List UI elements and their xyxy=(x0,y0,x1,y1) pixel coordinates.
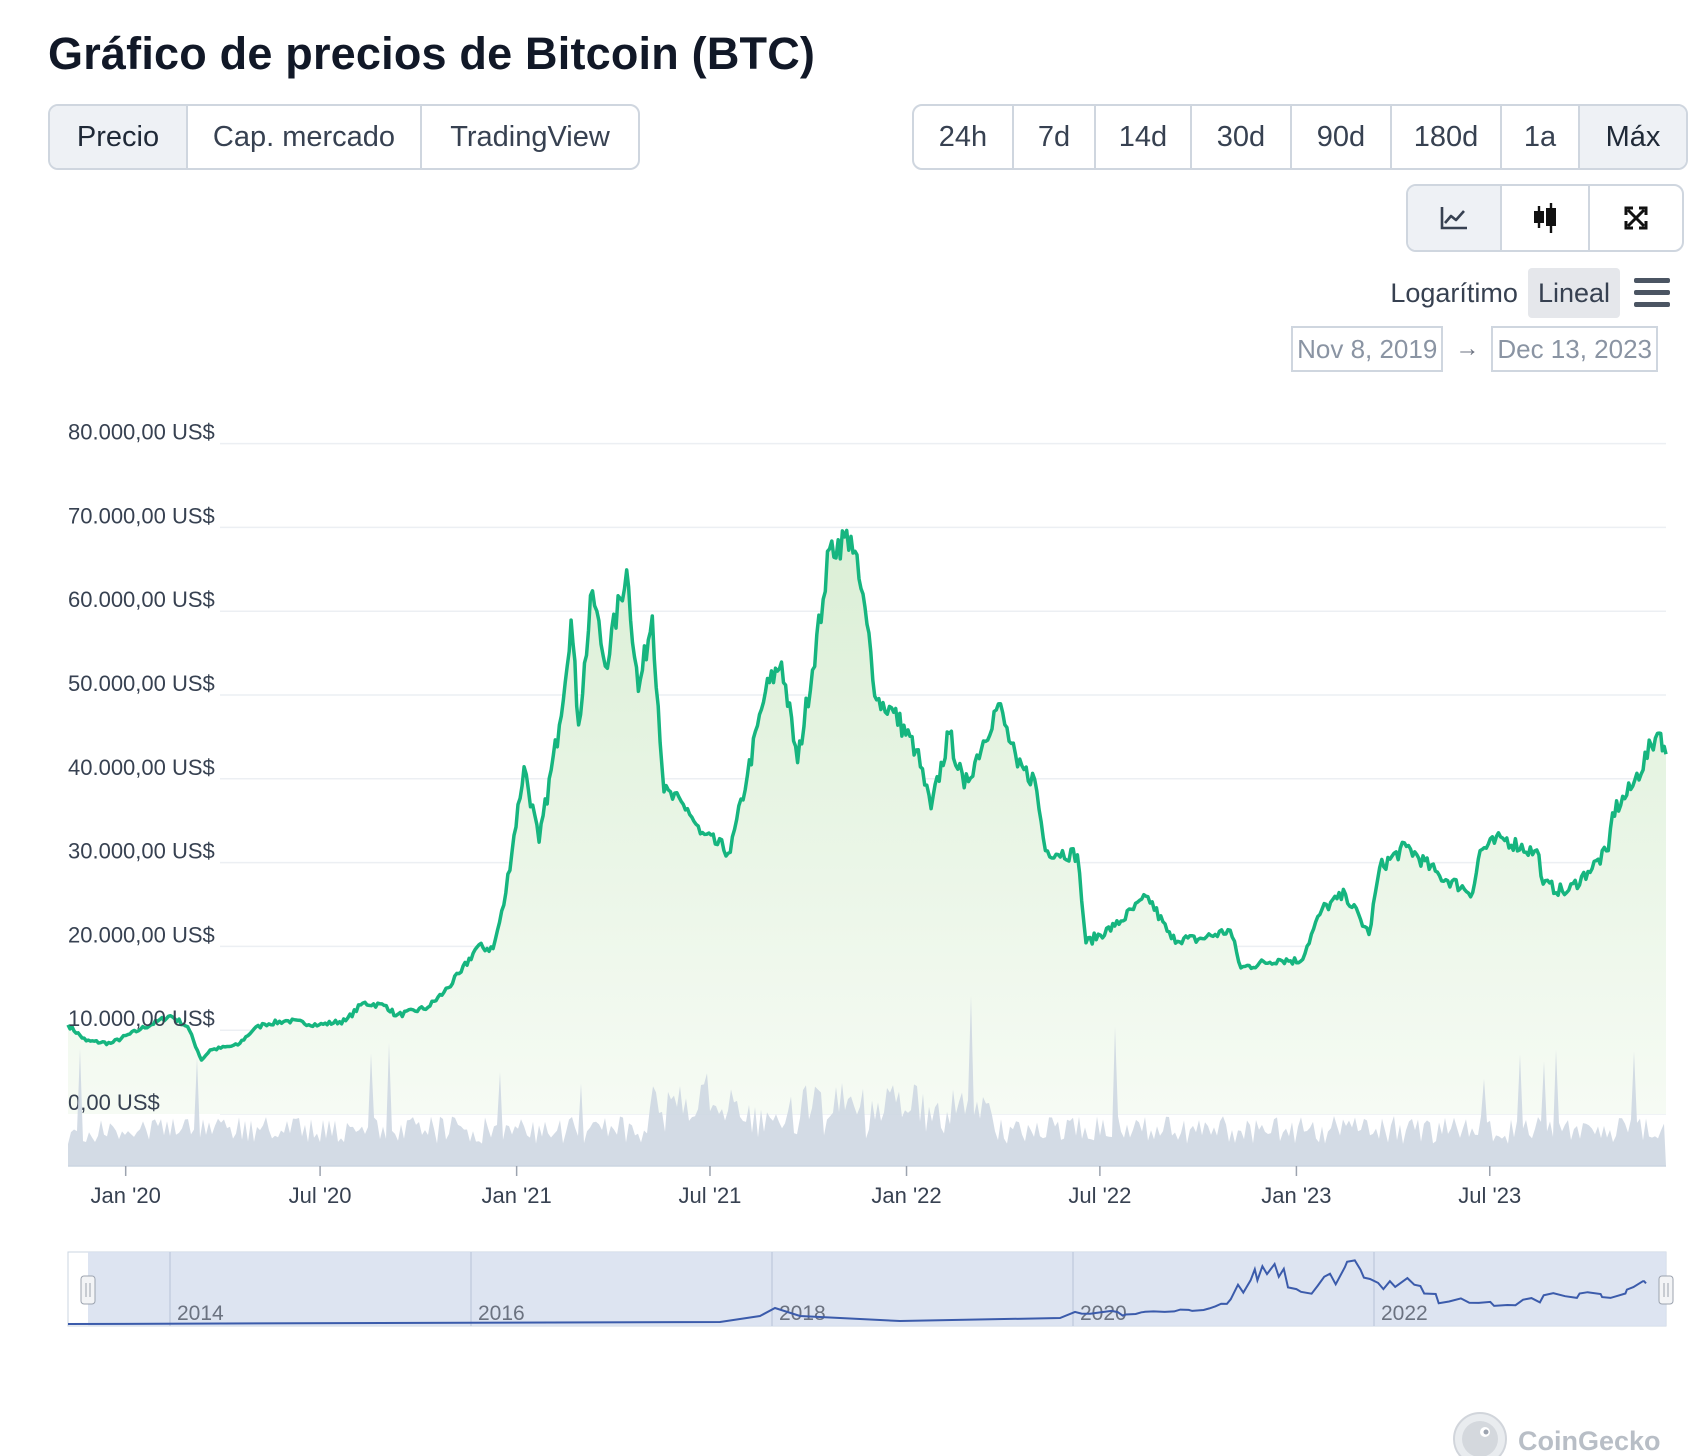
tab-cap-mercado[interactable]: Cap. mercado xyxy=(188,106,422,168)
y-axis-labels: 0,00 US$ 10.000,00 US$ 20.000,00 US$ 30.000… xyxy=(68,420,215,1115)
tab-tradingview[interactable]: TradingView xyxy=(450,120,610,153)
handle-body xyxy=(80,1275,96,1305)
x-tick-label: Jan '21 xyxy=(482,1183,552,1208)
expand-icon xyxy=(1624,206,1648,230)
y-tick-label: 40.000,00 US$ xyxy=(68,755,215,780)
range-7d-button[interactable]: 7d xyxy=(1014,106,1096,168)
range-90d-button[interactable]: 90d xyxy=(1292,106,1392,168)
x-tick-label: Jan '23 xyxy=(1261,1183,1331,1208)
candlestick-icon xyxy=(1534,203,1556,233)
x-tick-label: Jul '21 xyxy=(679,1183,742,1208)
date-arrow: → xyxy=(1455,335,1480,362)
view-tab-group: Precio Cap. mercado TradingView xyxy=(48,104,640,170)
navigator-year-label: 2020 xyxy=(1080,1302,1127,1325)
date-from-input[interactable]: Nov 8, 2019 xyxy=(1291,326,1444,372)
x-tick-label: Jan '22 xyxy=(871,1183,941,1208)
navigator-selection xyxy=(88,1252,1666,1326)
y-tick-label: 20.000,00 US$ xyxy=(68,922,215,947)
y-tick-label: 60.000,00 US$ xyxy=(68,587,215,612)
menu-icon[interactable] xyxy=(1634,278,1670,308)
line-chart-icon xyxy=(1440,207,1467,230)
price-chart: 0,00 US$ 10.000,00 US$ 20.000,00 US$ 30.000… xyxy=(66,420,1674,1456)
x-tick-label: Jul '20 xyxy=(289,1183,352,1208)
page-title: Gráfico de precios de Bitcoin (BTC) xyxy=(48,28,816,79)
tab-precio[interactable]: Precio xyxy=(50,106,188,168)
range-180d-button[interactable]: 180d xyxy=(1392,106,1502,168)
price-area-fill xyxy=(68,530,1666,1114)
handle-body xyxy=(1658,1275,1674,1305)
watermark-text: CoinGecko xyxy=(1518,1426,1661,1456)
candlestick-button[interactable] xyxy=(1502,186,1590,250)
coingecko-watermark: CoinGecko xyxy=(1453,1412,1661,1456)
linear-scale-button[interactable]: Lineal xyxy=(1527,268,1620,318)
x-axis: Jan '20 Jul '20 Jan '21 Jul '21 Jan '22 Jul '… xyxy=(68,1165,1666,1208)
x-tick-label: Jan '20 xyxy=(91,1183,161,1208)
navigator[interactable]: 2014 2016 2018 2020 2022 xyxy=(67,1251,1674,1327)
range-30d-button[interactable]: 30d xyxy=(1192,106,1292,168)
y-tick-label: 30.000,00 US$ xyxy=(68,839,215,864)
navigator-year-label: 2014 xyxy=(177,1302,224,1325)
range-24h-button[interactable]: 24h xyxy=(914,106,1014,168)
navigator-year-label: 2018 xyxy=(779,1302,826,1325)
navigator-line xyxy=(67,1259,1647,1325)
date-range-picker: Nov 8, 2019 → Dec 13, 2023 xyxy=(1291,326,1658,372)
volume-area xyxy=(68,995,1666,1166)
y-tick-label: 0,00 US$ xyxy=(68,1090,160,1115)
range-14d-button[interactable]: 14d xyxy=(1096,106,1192,168)
range-1a-button[interactable]: 1a xyxy=(1502,106,1580,168)
range-max-button[interactable]: Máx xyxy=(1580,106,1686,168)
y-tick-label: 70.000,00 US$ xyxy=(68,503,215,528)
expand-button[interactable] xyxy=(1590,186,1682,250)
x-tick-label: Jul '23 xyxy=(1458,1183,1521,1208)
y-tick-label: 50.000,00 US$ xyxy=(68,671,215,696)
volume-bars xyxy=(68,995,1666,1166)
y-tick-label: 10.000,00 US$ xyxy=(68,1006,215,1031)
y-tick-label: 80.000,00 US$ xyxy=(68,420,215,445)
scale-selector: Logarítimo Lineal xyxy=(1380,268,1670,318)
price-line xyxy=(66,528,1668,1062)
price-area xyxy=(66,528,1668,1114)
date-to-input[interactable]: Dec 13, 2023 xyxy=(1491,326,1658,372)
log-scale-button[interactable]: Logarítimo xyxy=(1390,277,1518,308)
range-tab-group: 24h 7d 14d 30d 90d 180d 1a Máx xyxy=(912,104,1688,170)
x-tick-label: Jul '22 xyxy=(1068,1183,1131,1208)
navigator-year-label: 2022 xyxy=(1381,1302,1428,1325)
navigator-year-label: 2016 xyxy=(478,1302,525,1325)
navigator-right-handle[interactable] xyxy=(1658,1275,1674,1305)
line-chart-button[interactable] xyxy=(1408,186,1502,250)
navigator-left-handle[interactable] xyxy=(80,1275,96,1305)
chart-type-group xyxy=(1406,184,1684,252)
